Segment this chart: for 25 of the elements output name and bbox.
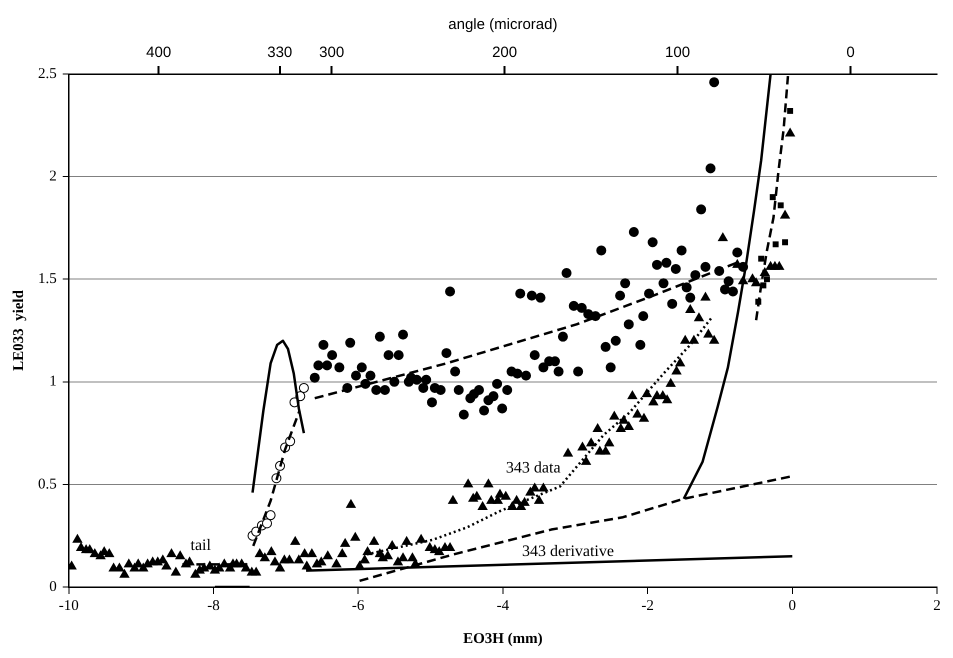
x-tick-label: -8 bbox=[207, 598, 220, 614]
y-tick-label: 1.5 bbox=[38, 271, 57, 288]
y-tick-label: 1 bbox=[49, 374, 57, 390]
y-tick-label: 0 bbox=[49, 578, 57, 595]
y-tick-label: 0.5 bbox=[38, 476, 57, 492]
x2-tick-label: 200 bbox=[492, 44, 518, 62]
x-tick-label: 2 bbox=[933, 598, 941, 614]
x2-tick-label: 300 bbox=[319, 44, 344, 62]
annotation: 343 data bbox=[506, 460, 561, 477]
y-axis-title: LE033 yield bbox=[10, 289, 27, 371]
y-tick-label: 2.5 bbox=[38, 66, 57, 82]
x-tick-label: -2 bbox=[641, 598, 654, 614]
x2-tick-label: 0 bbox=[846, 44, 855, 62]
x2-tick-label: 400 bbox=[146, 44, 172, 62]
annotation: tail bbox=[190, 537, 212, 554]
x2-tick-label: 100 bbox=[665, 44, 690, 62]
x-tick-label: -4 bbox=[496, 598, 510, 614]
x-tick-label: 0 bbox=[788, 598, 796, 614]
x2-tick-label: 330 bbox=[267, 44, 292, 62]
x-tick-label: -6 bbox=[352, 598, 365, 614]
x2-axis-title: angle (microrad) bbox=[448, 16, 558, 34]
annotation: 343 derivative bbox=[522, 542, 614, 560]
y-tick-label: 2 bbox=[49, 168, 57, 185]
x-axis-title: EO3H (mm) bbox=[463, 630, 543, 647]
x-tick-label: -10 bbox=[58, 598, 79, 614]
